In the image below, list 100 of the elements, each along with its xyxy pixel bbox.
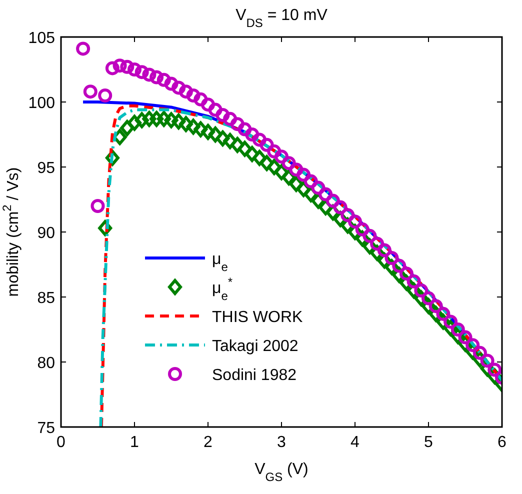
point [230, 136, 244, 153]
chart-title: V$_{DS}$ = 10 mV [236, 7, 328, 30]
point [274, 150, 288, 164]
point [150, 110, 164, 127]
x-tick-label: 3 [277, 434, 286, 451]
point [238, 140, 252, 157]
x-axis-title: V$_{GS}$ (V) [254, 461, 308, 484]
point [289, 176, 304, 192]
point [186, 118, 200, 135]
point [422, 291, 436, 306]
point [172, 80, 186, 95]
point [194, 92, 208, 106]
point [377, 243, 392, 258]
point [399, 266, 414, 281]
point [333, 200, 348, 214]
point [201, 98, 215, 112]
x-tick-label: 6 [498, 434, 507, 451]
point [252, 150, 266, 166]
legend-label: THIS WORK [212, 309, 303, 326]
x-tick-label: 4 [350, 434, 360, 451]
point [488, 362, 502, 377]
point [260, 138, 274, 152]
x-tick-label: 1 [130, 434, 140, 451]
point [150, 70, 164, 84]
point [245, 128, 260, 142]
point [156, 110, 171, 127]
point [112, 58, 127, 73]
x-tick-label: 2 [204, 434, 213, 451]
point [466, 338, 480, 352]
point [414, 284, 428, 298]
point [156, 72, 171, 87]
point [128, 62, 142, 76]
y-tick-label: 105 [28, 30, 56, 47]
point [201, 124, 215, 140]
point [274, 164, 288, 180]
point [340, 208, 355, 222]
point [164, 112, 178, 128]
x-tick-label: 5 [424, 434, 434, 451]
point [120, 60, 134, 74]
point [289, 162, 304, 177]
point [134, 112, 149, 128]
point [90, 199, 105, 213]
legend-label: μ$_{e}$ [212, 251, 228, 274]
point [428, 299, 443, 314]
point [216, 130, 230, 146]
point [83, 84, 98, 99]
point [267, 144, 282, 158]
point [370, 236, 384, 251]
point [436, 306, 450, 321]
point [311, 180, 326, 195]
point [194, 121, 208, 138]
point [238, 122, 252, 136]
point [134, 65, 149, 80]
point [260, 155, 274, 172]
x-tick-label: 0 [56, 434, 66, 451]
legend-label: Sodini 1982 [212, 367, 297, 384]
y-tick-label: 100 [28, 95, 56, 112]
point [105, 61, 120, 76]
point [304, 174, 318, 188]
point [164, 76, 178, 91]
point [252, 132, 266, 147]
point [480, 354, 494, 368]
point [178, 84, 193, 99]
point [318, 187, 333, 202]
point [392, 258, 406, 273]
point [348, 214, 362, 229]
point [326, 194, 340, 208]
y-tick-label: 80 [37, 355, 56, 372]
point [230, 117, 244, 132]
legend-label: Takagi 2002 [212, 338, 298, 355]
point [208, 126, 222, 142]
point [216, 108, 230, 122]
point [245, 146, 260, 162]
point [472, 346, 487, 360]
point [355, 222, 370, 236]
point [76, 42, 90, 56]
point [128, 114, 142, 131]
point [142, 110, 156, 127]
point [458, 330, 472, 344]
point [142, 68, 156, 82]
point [186, 88, 200, 102]
point [172, 114, 186, 130]
y-tick-label: 75 [37, 420, 56, 437]
point [223, 112, 238, 126]
point [450, 322, 465, 336]
y-tick-label: 95 [37, 160, 56, 177]
point [223, 133, 238, 149]
point [406, 274, 421, 288]
y-tick-label: 85 [37, 290, 56, 307]
point [384, 251, 399, 265]
point [362, 228, 377, 243]
y-tick-label: 90 [37, 225, 56, 242]
point [296, 168, 311, 182]
point [444, 314, 458, 329]
point [282, 156, 296, 170]
point [208, 102, 222, 117]
point [267, 159, 282, 175]
point [120, 120, 134, 136]
point [98, 88, 112, 102]
point [178, 116, 193, 132]
